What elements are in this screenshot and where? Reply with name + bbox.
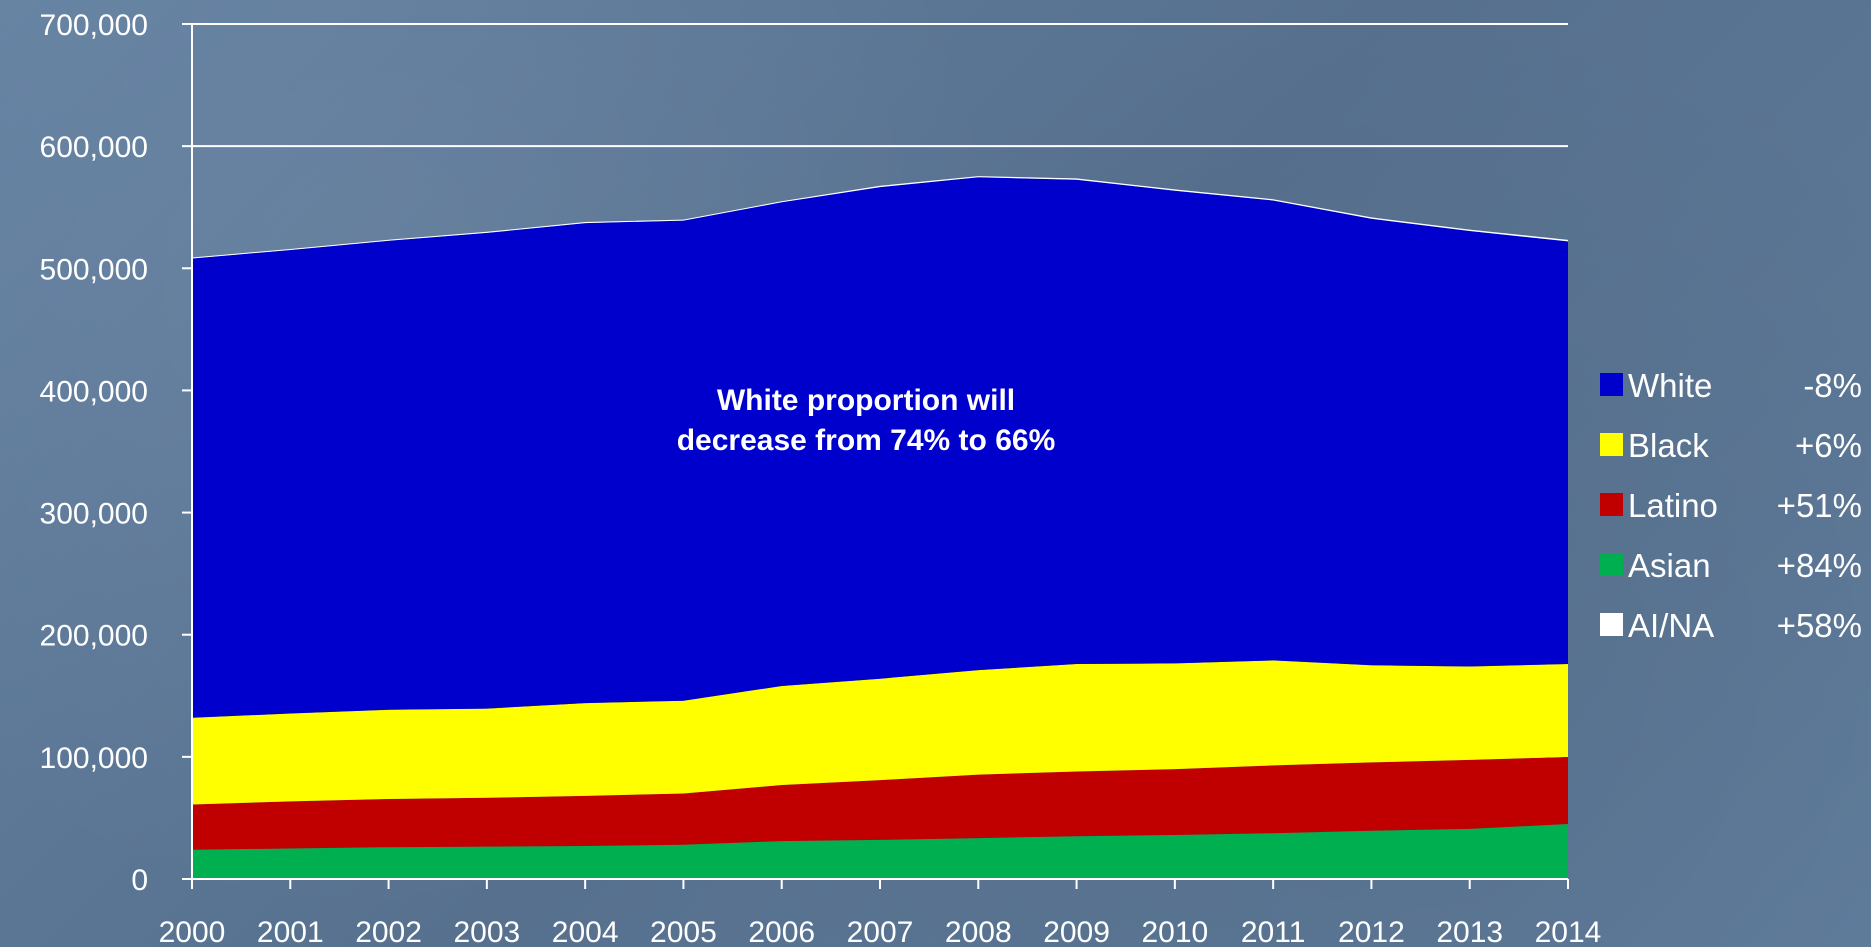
- x-tick-label-2007: 2007: [847, 916, 914, 947]
- y-tick-label-200000: 200,000: [40, 620, 148, 653]
- x-tick-labels: 2000 2001 2002 2003 2004 2005 2006 2007 2008 2009…: [159, 916, 1602, 947]
- y-tick-label-0: 0: [131, 864, 148, 897]
- legend-change-ai-na: +58%: [1777, 607, 1862, 644]
- legend-label-latino: Latino: [1628, 487, 1718, 524]
- x-tick-label-2008: 2008: [945, 916, 1012, 947]
- y-tick-label-300000: 300,000: [40, 498, 148, 531]
- x-tick-label-2009: 2009: [1043, 916, 1110, 947]
- x-tick-label-2003: 2003: [453, 916, 520, 947]
- legend-change-latino: +51%: [1777, 487, 1862, 524]
- legend-label-white: White: [1628, 367, 1712, 404]
- x-tick-label-2010: 2010: [1141, 916, 1208, 947]
- x-tick-label-2012: 2012: [1338, 916, 1405, 947]
- legend-label-ai-na: AI/NA: [1628, 607, 1714, 644]
- legend-swatch-latino: [1600, 493, 1623, 516]
- area-asian: [192, 824, 1568, 879]
- y-tick-label-500000: 500,000: [40, 253, 148, 286]
- legend-label-black: Black: [1628, 427, 1709, 464]
- legend-change-asian: +84%: [1777, 547, 1862, 584]
- y-tick-label-700000: 700,000: [40, 9, 148, 42]
- legend-change-black: +6%: [1795, 427, 1862, 464]
- y-tick-labels: 0 100,000 200,000 300,000 400,000 500,000 600,…: [40, 9, 148, 897]
- x-tick-label-2002: 2002: [355, 916, 422, 947]
- legend-swatch-asian: [1600, 553, 1623, 576]
- y-tick-label-400000: 400,000: [40, 375, 148, 408]
- x-tick-label-2006: 2006: [748, 916, 815, 947]
- annotation-line-1: White proportion will: [717, 384, 1015, 417]
- legend-label-asian: Asian: [1628, 547, 1711, 584]
- x-tick-label-2005: 2005: [650, 916, 717, 947]
- annotation-line-2: decrease from 74% to 66%: [677, 424, 1056, 457]
- y-tick-label-600000: 600,000: [40, 131, 148, 164]
- legend: White -8% Black +6% Latino +51% Asian +84% AI/NA…: [1600, 367, 1862, 644]
- x-tick-label-2011: 2011: [1241, 916, 1306, 947]
- y-tick-label-100000: 100,000: [40, 742, 148, 775]
- area-series: [192, 176, 1568, 879]
- x-tick-label-2001: 2001: [257, 916, 324, 947]
- area-latino: [192, 756, 1568, 850]
- legend-change-white: -8%: [1803, 367, 1862, 404]
- x-tick-label-2000: 2000: [159, 916, 226, 947]
- x-tick-label-2013: 2013: [1436, 916, 1503, 947]
- legend-swatch-ai-na: [1600, 613, 1623, 636]
- area-black: [192, 660, 1568, 805]
- x-tick-label-2004: 2004: [552, 916, 619, 947]
- axes: [182, 23, 1569, 889]
- legend-swatch-white: [1600, 373, 1623, 396]
- area-white: [192, 177, 1568, 718]
- legend-swatch-black: [1600, 433, 1623, 456]
- x-tick-label-2014: 2014: [1535, 916, 1602, 947]
